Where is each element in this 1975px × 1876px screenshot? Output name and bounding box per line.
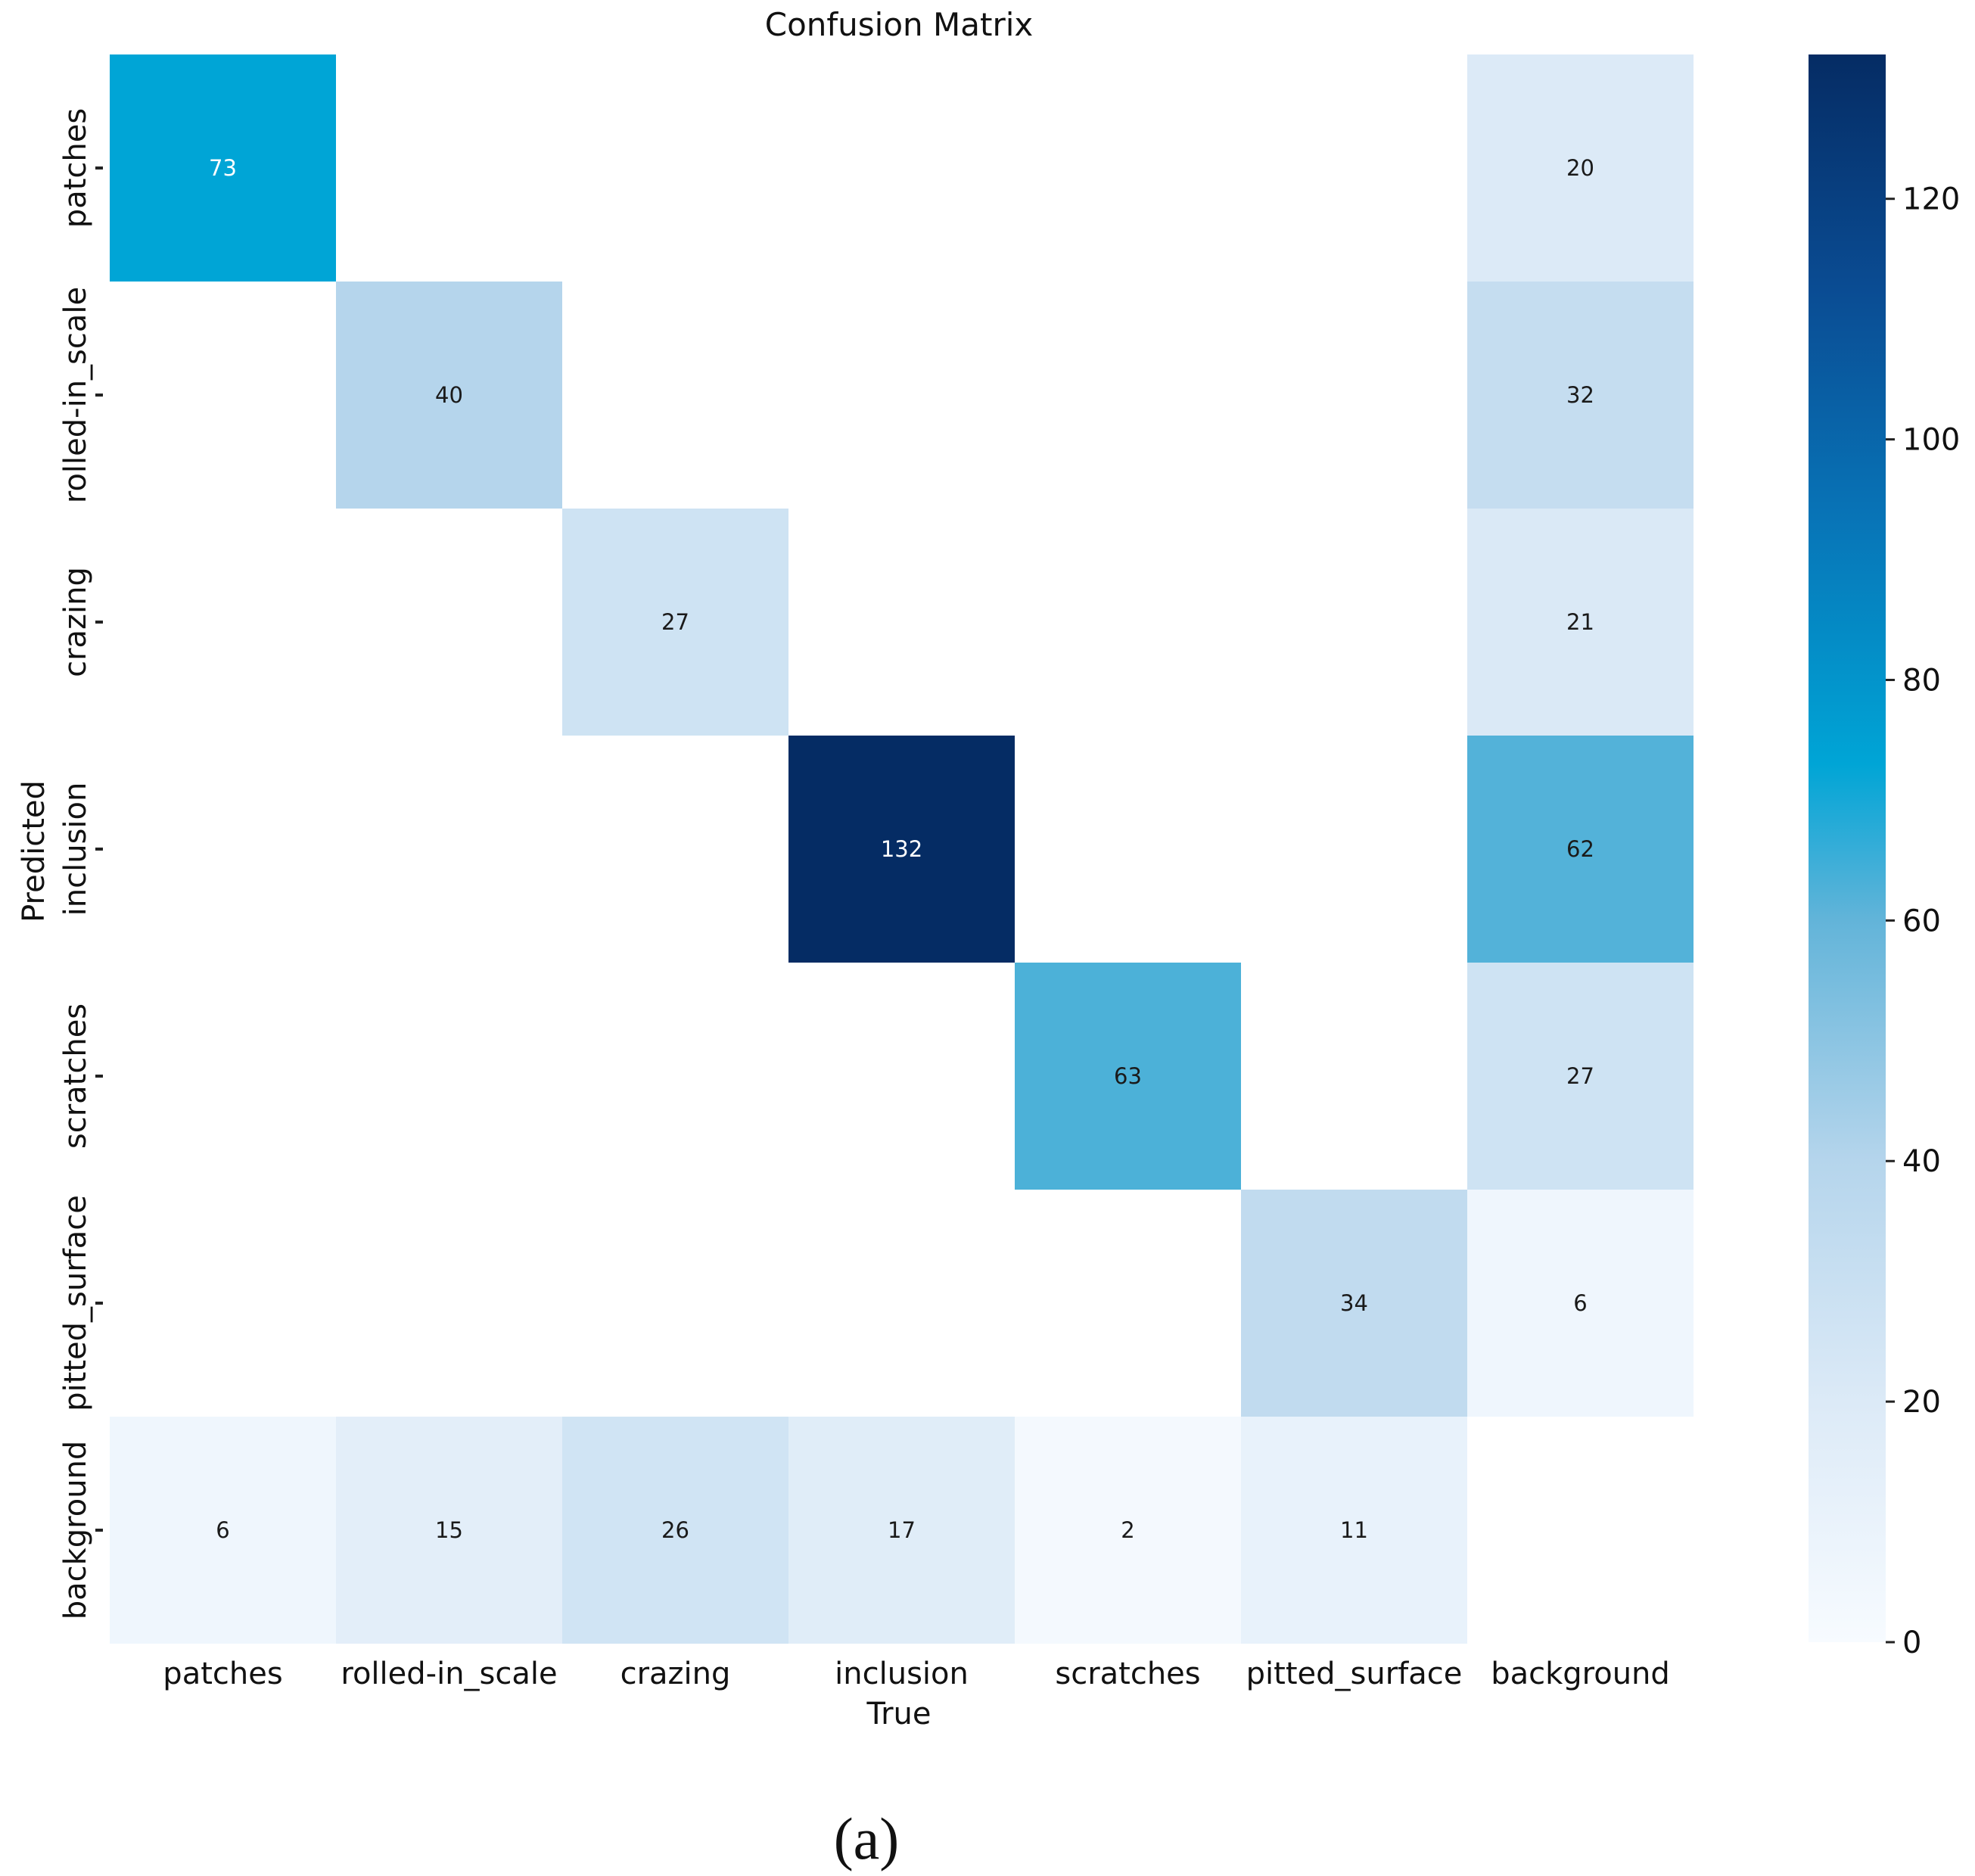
heatmap-cell [1467,963,1694,1190]
heatmap-cell [110,1417,336,1644]
x-tick-label: inclusion [835,1657,969,1691]
y-tick-label: rolled-in_scale [58,287,93,503]
heatmap-cells: 73 20 40 32 27 21 132 62 63 27 34 6 6 15 26 17 2 11 [110,54,1694,1644]
y-tick-label: background [58,1441,93,1620]
chart-title: Confusion Matrix [765,6,1034,43]
heatmap-cell [1467,509,1694,736]
cell-value-label: 27 [1566,1063,1594,1089]
x-tick-label: rolled-in_scale [341,1657,557,1691]
cell-value-label: 11 [1340,1517,1368,1543]
x-tick-label: scratches [1055,1657,1200,1691]
cell-value-label: 73 [209,155,237,181]
heatmap-cell [110,54,336,282]
colorbar-tick-label: 120 [1902,182,1960,217]
heatmap-cell [1467,282,1694,509]
cell-value-label: 20 [1566,155,1594,181]
cell-value-label: 21 [1566,609,1594,635]
x-axis: patches rolled-in_scale crazing inclusion sc… [163,1657,1669,1691]
heatmap-cell [1015,963,1241,1190]
cell-value-label: 27 [661,609,689,635]
colorbar-tick-label: 0 [1902,1626,1921,1660]
cell-value-label: 132 [881,836,922,862]
colorbar-tick-label: 60 [1902,904,1941,938]
cell-value-label: 62 [1566,836,1594,862]
heatmap-cell [1467,54,1694,282]
y-tick-label: patches [58,108,93,228]
cell-value-label: 40 [435,382,463,408]
heatmap-cell [336,282,562,509]
x-axis-label: True [866,1697,932,1731]
y-tick-label: scratches [58,1003,93,1149]
heatmap-cell [788,736,1015,963]
heatmap-cell [562,509,788,736]
heatmap-cell [788,1417,1015,1644]
heatmap-cell [1241,1417,1467,1644]
heatmap-cell [562,1417,788,1644]
colorbar-tick-label: 80 [1902,663,1941,698]
x-tick-label: pitted_surface [1246,1657,1463,1691]
cell-value-label: 15 [435,1517,463,1543]
cell-value-label: 17 [888,1517,916,1543]
y-axis-label: Predicted [17,780,51,922]
y-tick-label: inclusion [58,782,93,916]
heatmap-cell [1241,1190,1467,1417]
x-tick-label: background [1491,1657,1670,1691]
cell-value-label: 2 [1121,1517,1134,1543]
cell-value-label: 63 [1114,1063,1142,1089]
cell-value-label: 32 [1566,382,1594,408]
colorbar-tick-label: 20 [1902,1385,1941,1420]
heatmap-cell [1467,1190,1694,1417]
heatmap-cell [1015,1417,1241,1644]
cell-value-label: 26 [661,1517,689,1543]
cell-value-label: 34 [1340,1290,1368,1316]
colorbar: 0 20 40 60 80 100 120 [1809,54,1960,1660]
figure-caption: (a) [833,1806,900,1871]
colorbar-ticks: 0 20 40 60 80 100 120 [1886,182,1960,1660]
y-tick-label: crazing [58,567,93,677]
y-tick-label: pitted_surface [58,1195,93,1411]
x-tick-label: patches [163,1657,282,1691]
heatmap-cell [336,1417,562,1644]
colorbar-tick-label: 100 [1902,423,1960,458]
cell-value-label: 6 [1573,1290,1587,1316]
colorbar-gradient [1809,54,1886,1642]
colorbar-tick-label: 40 [1902,1144,1941,1179]
x-tick-label: crazing [620,1657,731,1691]
cell-value-label: 6 [216,1517,229,1543]
heatmap-cell [1467,736,1694,963]
